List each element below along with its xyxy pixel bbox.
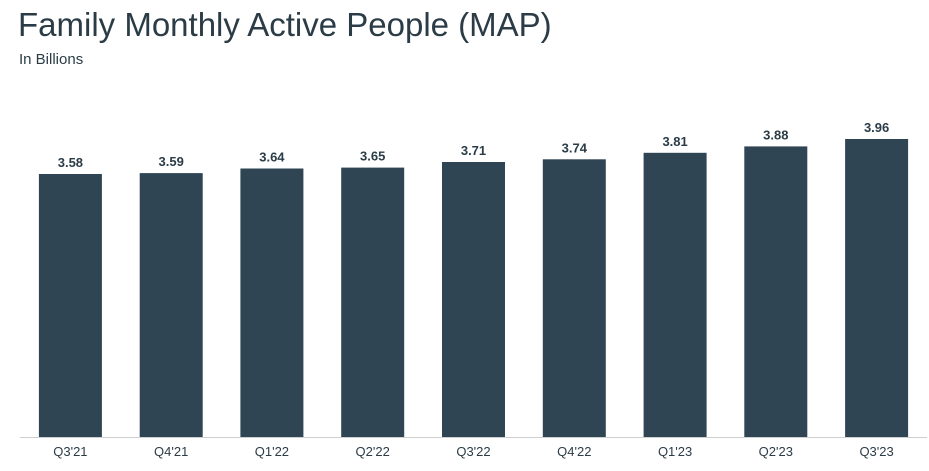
x-tick-label: Q2'22 [356,444,390,459]
x-tick-label: Q3'23 [859,444,893,459]
data-label: 3.58 [58,155,83,170]
bar-q4-21 [139,173,203,437]
data-label: 3.96 [864,120,889,135]
data-label: 3.88 [763,127,788,142]
data-label: 3.71 [461,143,486,158]
data-label: 3.81 [662,134,687,149]
bar-q4-22 [542,159,606,438]
bar-q3-23 [845,139,909,437]
x-tick-label: Q3'22 [456,444,490,459]
x-tick-label: Q1'22 [255,444,289,459]
chart-title: Family Monthly Active People (MAP) [18,6,552,43]
bar-q1-22 [240,168,304,437]
chart-subtitle: In Billions [19,51,84,68]
bar-q3-21 [38,174,102,437]
data-label: 3.65 [360,149,385,164]
x-tick-label: Q2'23 [759,444,793,459]
data-label: 3.74 [562,140,588,155]
bar-q2-23 [744,146,808,437]
bar-q1-23 [643,152,707,438]
x-tick-label: Q4'22 [557,444,591,459]
x-tick-label: Q3'21 [53,444,87,459]
x-tick-label: Q4'21 [154,444,188,459]
x-tick-label: Q1'23 [658,444,692,459]
bar-q2-22 [341,167,405,437]
data-label: 3.59 [159,154,184,169]
bar-q3-22 [442,162,505,437]
data-label: 3.64 [259,150,285,165]
